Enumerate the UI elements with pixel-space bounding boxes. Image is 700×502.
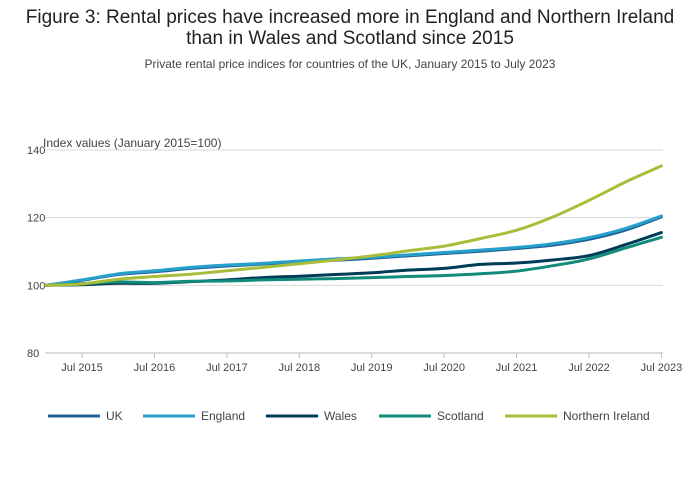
series-line-scotland	[44, 235, 663, 287]
legend-label-wales: Wales	[324, 409, 357, 423]
x-tick-label: Jul 2019	[351, 362, 393, 374]
chart-subtitle: Private rental price indices for countri…	[144, 57, 556, 71]
y-axis-label: Index values (January 2015=100)	[43, 136, 221, 150]
legend: UK England Wales Scotland Northern Ireland	[48, 409, 650, 423]
x-tick-label: Jul 2015	[61, 362, 103, 374]
x-tick-label: Jul 2018	[278, 362, 320, 374]
y-axis: 80 100 120 140	[27, 145, 45, 360]
x-tick-label: Jul 2017	[206, 362, 248, 374]
x-tick-label: Jul 2022	[568, 362, 610, 374]
x-axis: Jul 2015 Jul 2016 Jul 2017 Jul 2018 Jul 2019…	[45, 352, 683, 374]
y-tick-label: 140	[27, 145, 45, 157]
x-tick-label: Jul 2023	[641, 362, 683, 374]
y-tick-label: 100	[27, 280, 45, 292]
series-line-northern-ireland	[44, 164, 663, 287]
x-tick-label: Jul 2016	[134, 362, 176, 374]
x-tick-label: Jul 2021	[496, 362, 538, 374]
y-tick-label: 80	[27, 348, 39, 360]
legend-label-scotland: Scotland	[437, 409, 484, 423]
chart-title: Figure 3: Rental prices have increased m…	[25, 7, 675, 49]
legend-label-northern-ireland: Northern Ireland	[563, 409, 650, 423]
legend-label-england: England	[201, 409, 245, 423]
series-lines	[44, 164, 663, 287]
x-tick-label: Jul 2020	[423, 362, 465, 374]
y-tick-label: 120	[27, 213, 45, 225]
gridlines	[45, 149, 663, 354]
legend-label-uk: UK	[106, 409, 123, 423]
